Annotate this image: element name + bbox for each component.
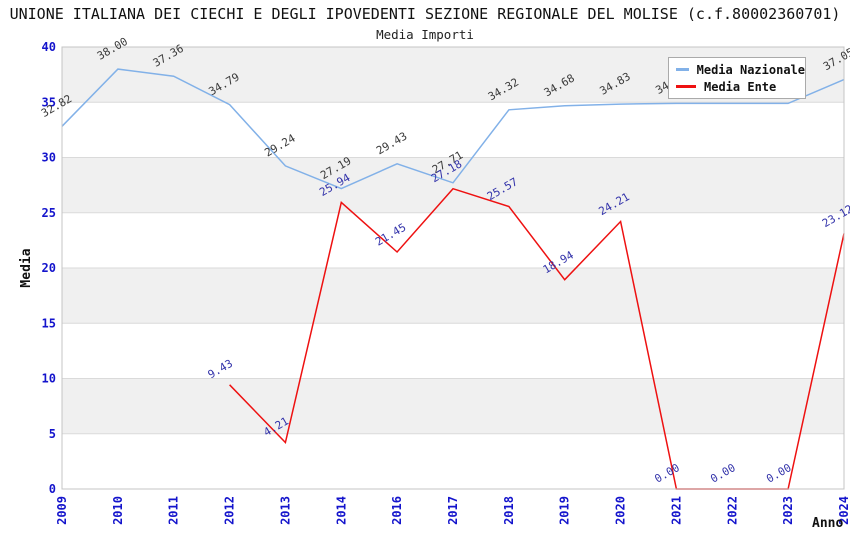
x-tick-label: 2022	[725, 496, 739, 525]
plot-band	[62, 268, 844, 324]
legend-label-media-nazionale: Media Nazionale	[696, 62, 805, 77]
y-tick-label: 15	[42, 316, 56, 330]
y-tick-label: 30	[42, 151, 56, 165]
x-tick-label: 2024	[837, 496, 850, 525]
plot-band	[62, 157, 844, 213]
x-tick-label: 2012	[223, 496, 237, 525]
x-tick-label: 2017	[446, 496, 460, 525]
x-tick-label: 2013	[278, 496, 292, 525]
chart-subtitle: Media Importi	[376, 27, 474, 42]
value-label: 0.00	[652, 461, 681, 486]
x-tick-label: 2010	[111, 496, 125, 525]
chart-title: UNIONE ITALIANA DEI CIECHI E DEGLI IPOVE…	[9, 5, 841, 23]
value-label: 29.24	[262, 131, 298, 159]
series-line-media-ente	[229, 187, 845, 490]
y-tick-label: 0	[49, 482, 56, 496]
y-tick-label: 20	[42, 261, 56, 275]
plot-band	[62, 378, 844, 434]
x-tick-label: 2014	[334, 496, 348, 525]
y-tick-label: 25	[42, 206, 56, 220]
legend-item-media-ente: Media Ente	[676, 80, 805, 94]
legend-item-media-nazionale: Media Nazionale	[676, 63, 805, 77]
legend-label-media-ente: Media Ente	[704, 79, 777, 94]
y-tick-label: 5	[49, 427, 56, 441]
x-tick-label: 2019	[558, 496, 572, 525]
x-tick-label: 2016	[390, 496, 404, 525]
x-tick-label: 2021	[669, 496, 683, 525]
y-tick-label: 35	[42, 95, 56, 109]
y-axis-title: Media	[19, 248, 34, 287]
plot-border	[61, 46, 845, 490]
x-tick-label: 2009	[55, 496, 69, 525]
x-tick-label: 2011	[167, 496, 181, 525]
x-tick-label: 2023	[781, 496, 795, 525]
x-tick-label: 2018	[502, 496, 516, 525]
value-label: 0.00	[708, 461, 737, 486]
value-label: 29.43	[374, 130, 409, 158]
x-tick-label: 2020	[614, 496, 628, 525]
x-axis-title: Anno	[812, 516, 843, 531]
legend-swatch-media-ente	[676, 85, 696, 88]
series-line-media-nazionale	[61, 68, 845, 190]
legend-swatch-media-nazionale	[676, 68, 689, 71]
chart-legend: Media Nazionale Media Ente	[668, 57, 806, 99]
value-label: 9.43	[206, 357, 235, 382]
y-tick-label: 10	[42, 372, 56, 386]
y-tick-label: 40	[42, 40, 56, 54]
